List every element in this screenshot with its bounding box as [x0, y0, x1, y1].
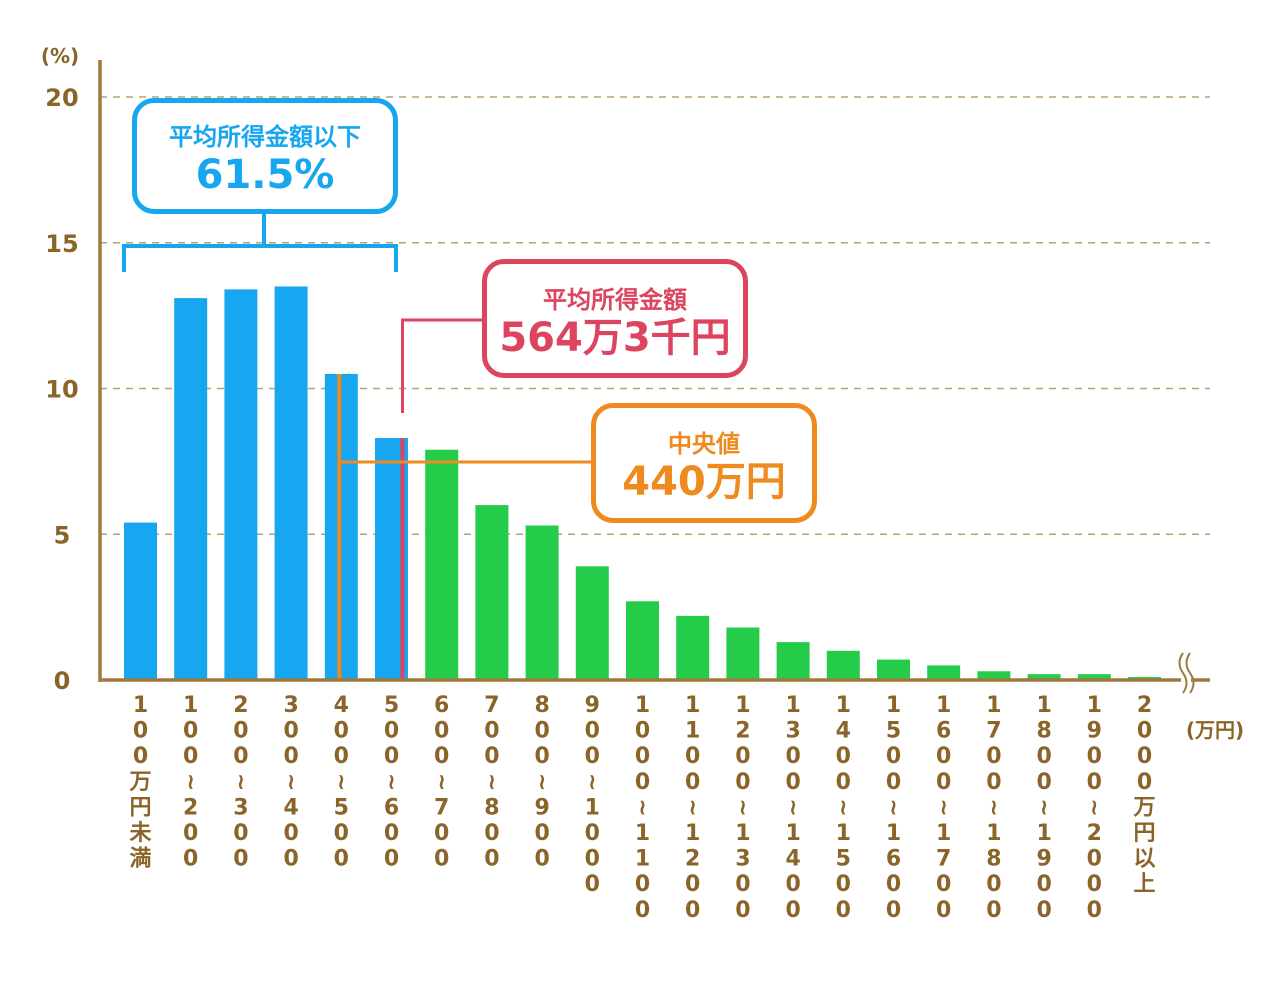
- x-tick-label: 1 8 0 0 ≀ 1 9 0 0: [1036, 693, 1051, 923]
- x-tick-label: 1 9 0 0 ≀ 2 0 0 0: [1087, 693, 1102, 923]
- bar: [927, 665, 961, 680]
- x-tick-label: 1 0 0 ≀ 2 0 0: [183, 693, 198, 872]
- median-callout: 中央値 440万円: [591, 403, 817, 523]
- median-value: 440万円: [622, 459, 786, 505]
- below-average-callout: 平均所得金額以下 61.5%: [132, 98, 398, 214]
- bar: [575, 566, 609, 680]
- x-tick-label: 7 0 0 ≀ 8 0 0: [484, 693, 499, 872]
- x-tick-label: 2 0 0 0 万円以上: [1132, 693, 1155, 897]
- x-tick-label: 8 0 0 ≀ 9 0 0: [534, 693, 549, 872]
- average-income-label: 平均所得金額: [543, 286, 687, 314]
- bar: [124, 522, 157, 680]
- y-tick-label: 10: [45, 376, 78, 404]
- y-tick-label: 5: [54, 521, 71, 549]
- x-tick-label: 3 0 0 ≀ 4 0 0: [283, 693, 298, 872]
- below-average-label: 平均所得金額以下: [169, 123, 361, 151]
- x-tick-label: 6 0 0 ≀ 7 0 0: [434, 693, 449, 872]
- x-tick-label: 1 6 0 0 ≀ 1 7 0 0: [936, 693, 951, 923]
- axis-break-mark: [1178, 652, 1188, 694]
- bar: [174, 298, 208, 680]
- bars: [124, 286, 1161, 680]
- x-tick-labels: 1 0 0 万円未満 1 0 0 ≀ 2 0 0 2 0 0 ≀ 3 0 0 3 0 0 ≀ 4 0 0 4 0 0 ≀ 5 0 0 5 0 0 ≀ 6…: [128, 693, 1155, 923]
- average-leader: [401, 318, 484, 413]
- bar: [826, 650, 860, 680]
- bar: [676, 615, 710, 680]
- y-tick-label: 20: [45, 84, 78, 112]
- x-tick-label: 5 0 0 ≀ 6 0 0: [384, 693, 399, 872]
- axis-break-gap: [1181, 653, 1191, 693]
- x-tick-label: 1 4 0 0 ≀ 1 5 0 0: [836, 693, 851, 923]
- bar: [475, 505, 509, 680]
- average-income-value: 564万3千円: [499, 315, 731, 361]
- bar: [877, 659, 910, 680]
- median-label: 中央値: [668, 430, 740, 458]
- bar: [626, 601, 659, 680]
- bar: [977, 671, 1011, 680]
- bar: [726, 627, 760, 680]
- bar: [224, 289, 258, 680]
- y-tick-label: 0: [54, 667, 71, 695]
- x-tick-label: 2 0 0 ≀ 3 0 0: [233, 693, 248, 872]
- below-average-value: 61.5%: [195, 152, 335, 198]
- bar: [1077, 674, 1111, 680]
- average-income-callout: 平均所得金額 564万3千円: [482, 259, 748, 378]
- bar: [525, 525, 559, 680]
- axes: [98, 60, 1210, 694]
- y-tick-labels: 0 5 10 15 20: [45, 84, 78, 695]
- x-tick-label: 1 1 0 0 ≀ 1 2 0 0: [685, 693, 700, 923]
- x-tick-label: 1 2 0 0 ≀ 1 3 0 0: [735, 693, 750, 923]
- bar: [274, 286, 308, 680]
- axis-break-mark: [1185, 652, 1195, 694]
- bar: [425, 449, 459, 680]
- x-axis-unit: (万円): [1186, 718, 1244, 742]
- bar: [1027, 674, 1061, 680]
- x-tick-label: 9 0 0 ≀ 1 0 0 0: [585, 693, 600, 897]
- x-tick-label: 1 7 0 0 ≀ 1 8 0 0: [986, 693, 1001, 923]
- markers: [122, 212, 593, 680]
- x-tick-label: 1 0 0 0 ≀ 1 1 0 0: [635, 693, 650, 923]
- x-tick-label: 1 0 0 万円未満: [128, 693, 151, 872]
- x-tick-label: 1 5 0 0 ≀ 1 6 0 0: [886, 693, 901, 923]
- below-average-bracket: [122, 244, 398, 272]
- y-tick-label: 15: [45, 230, 78, 258]
- x-tick-label: 1 3 0 0 ≀ 1 4 0 0: [785, 693, 800, 923]
- y-axis-label: (%): [41, 44, 79, 68]
- x-tick-label: 4 0 0 ≀ 5 0 0: [334, 693, 349, 872]
- bar: [776, 642, 810, 680]
